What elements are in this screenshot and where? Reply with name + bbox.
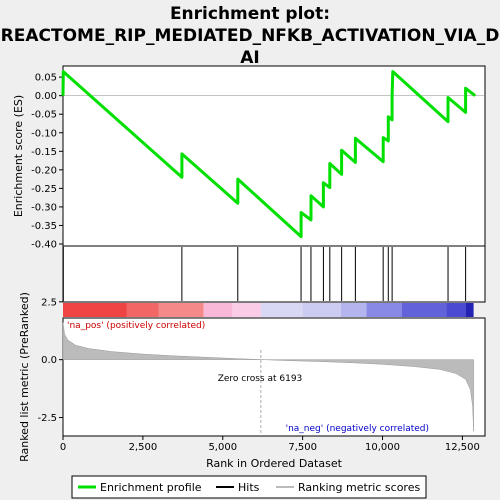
x-tick-label: 7,500 [288, 442, 317, 453]
chart-title-line-2: REACTOME_RIP_MEDIATED_NFKB_ACTIVATION_VI… [1, 26, 500, 46]
es-y-tick-label: -0.25 [31, 184, 57, 195]
es-y-tick-label: -0.20 [31, 165, 57, 176]
ranking-metric-area [62, 322, 474, 432]
enrichment-profile-line [61, 70, 477, 239]
legend-label-hits: Hits [238, 481, 260, 494]
rank-y-tick-label: 2.5 [41, 297, 57, 308]
color-bar-segment [465, 303, 474, 317]
es-y-tick-label: -0.35 [31, 221, 57, 232]
es-y-axis: 0.05 0.00 -0.05 -0.10 -0.15 -0.20 -0.25 -0.30 -0… [31, 73, 63, 251]
pos-correlated-label: 'na_pos' (positively correlated) [67, 321, 205, 331]
legend-box [71, 475, 427, 499]
color-bar-segment [302, 303, 341, 317]
es-y-tick-label: -0.10 [31, 128, 57, 139]
color-bar-segment [232, 303, 261, 317]
rank-y-tick-label: 0.0 [41, 355, 57, 366]
x-tick-label: 12,500 [445, 442, 480, 453]
color-bar-segment [366, 303, 402, 317]
rank-y-tick-label: -2.5 [37, 413, 57, 424]
legend-label-ranking: Ranking metric scores [298, 481, 420, 494]
zero-cross-label: Zero cross at 6193 [218, 374, 303, 384]
es-y-tick-label: -0.15 [31, 147, 57, 158]
color-bar-segment [63, 303, 127, 317]
es-y-tick-label: -0.40 [31, 240, 57, 251]
es-y-tick-label: 0.00 [35, 91, 57, 102]
es-y-tick-label: 0.05 [35, 73, 57, 84]
x-tick-label: 5,000 [208, 442, 237, 453]
color-bar-segment [401, 303, 447, 317]
color-bar-segment [126, 303, 159, 317]
rank-panel-frame [62, 317, 486, 437]
chart-title-line-3: AI [240, 48, 259, 68]
color-bar-segment [446, 303, 466, 317]
rank-color-bar [63, 303, 474, 317]
x-tick-label: 2,500 [129, 442, 158, 453]
hits-panel-frame [62, 245, 486, 303]
x-axis: 0 2,500 5,000 7,500 10,000 12,500 [60, 436, 480, 453]
x-tick-label: 0 [60, 442, 66, 453]
es-y-tick-label: -0.05 [31, 110, 57, 121]
rank-y-axis-label: Ranked list metric (PreRanked) [18, 292, 31, 462]
es-y-axis-label: Enrichment score (ES) [12, 95, 25, 217]
es-y-tick-label: -0.30 [31, 202, 57, 213]
es-panel-frame [62, 65, 486, 247]
rank-y-axis: 2.5 0.0 -2.5 [37, 297, 63, 424]
legend: Enrichment profile Hits Ranking metric s… [71, 475, 427, 499]
color-bar-segment [158, 303, 204, 317]
color-bar-segment [260, 303, 303, 317]
legend-label-enrichment: Enrichment profile [100, 481, 202, 494]
neg-correlated-label: 'na_neg' (negatively correlated) [286, 424, 429, 434]
x-axis-label: Rank in Ordered Dataset [206, 457, 343, 470]
x-tick-label: 10,000 [365, 442, 400, 453]
color-bar-segment [203, 303, 233, 317]
hit-markers [62, 247, 467, 301]
color-bar-segment [340, 303, 367, 317]
chart-title-line-1: Enrichment plot: [170, 4, 330, 24]
